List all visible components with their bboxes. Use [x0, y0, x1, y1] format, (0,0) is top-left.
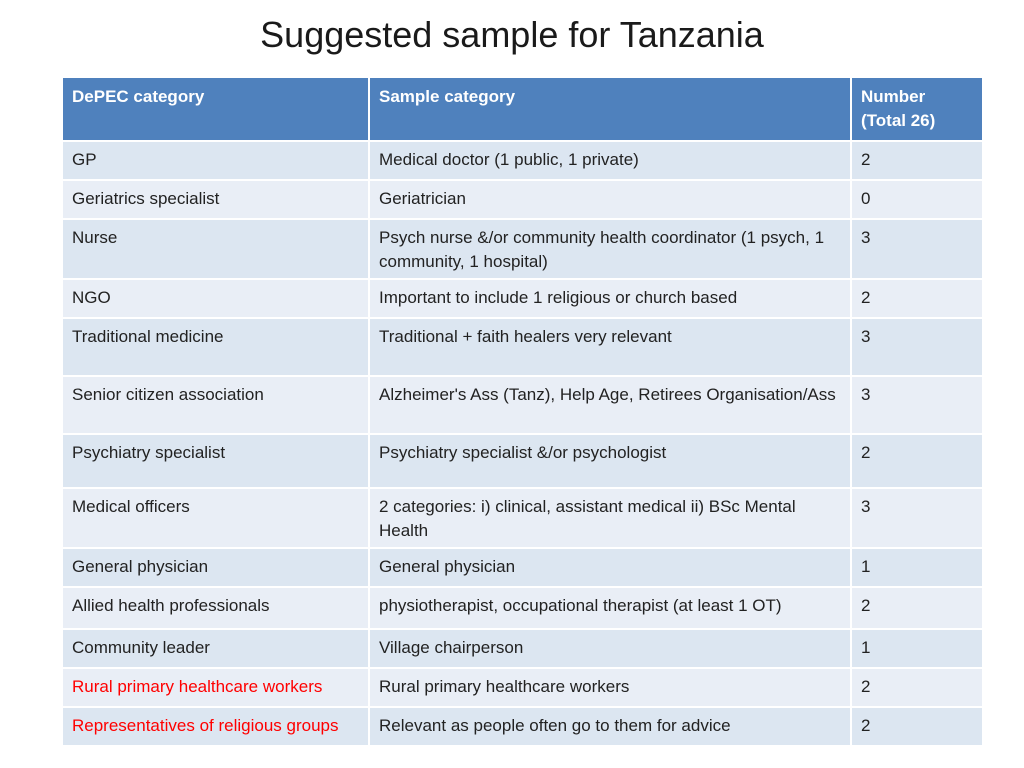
header-number: Number (Total 26): [850, 76, 984, 142]
slide-title: Suggested sample for Tanzania: [260, 14, 764, 55]
table-row: Representatives of religious groups Rele…: [61, 706, 984, 747]
header-number-line1: Number: [861, 87, 926, 106]
table-row: GP Medical doctor (1 public, 1 private) …: [61, 140, 984, 181]
number-cell: 2: [850, 667, 984, 708]
sample-category-cell: Medical doctor (1 public, 1 private): [368, 140, 852, 181]
number-cell: 3: [850, 487, 984, 549]
depec-category-cell: Senior citizen association: [61, 375, 370, 435]
depec-category-cell-highlighted: Representatives of religious groups: [61, 706, 370, 747]
depec-category-cell: Community leader: [61, 628, 370, 669]
depec-category-cell: Allied health professionals: [61, 586, 370, 630]
sample-category-cell: Psych nurse &/or community health coordi…: [368, 218, 852, 280]
sample-category-cell: Relevant as people often go to them for …: [368, 706, 852, 747]
number-cell: 2: [850, 586, 984, 630]
sample-table: DePEC category Sample category Number (T…: [61, 76, 984, 747]
number-cell: 1: [850, 547, 984, 588]
number-cell: 3: [850, 375, 984, 435]
sample-category-cell: 2 categories: i) clinical, assistant med…: [368, 487, 852, 549]
table-header-row: DePEC category Sample category Number (T…: [61, 76, 984, 142]
sample-category-cell: Traditional + faith healers very relevan…: [368, 317, 852, 377]
depec-category-cell: NGO: [61, 278, 370, 319]
table-row: Senior citizen association Alzheimer's A…: [61, 375, 984, 435]
number-cell: 2: [850, 433, 984, 489]
table-row: Psychiatry specialist Psychiatry special…: [61, 433, 984, 489]
number-cell: 2: [850, 278, 984, 319]
sample-category-cell: Important to include 1 religious or chur…: [368, 278, 852, 319]
table-row: Rural primary healthcare workers Rural p…: [61, 667, 984, 708]
sample-category-cell: General physician: [368, 547, 852, 588]
table-row: General physician General physician 1: [61, 547, 984, 588]
table-row: NGO Important to include 1 religious or …: [61, 278, 984, 319]
sample-category-cell: Geriatrician: [368, 179, 852, 220]
number-cell: 3: [850, 317, 984, 377]
depec-category-cell: Geriatrics specialist: [61, 179, 370, 220]
table-row: Nurse Psych nurse &/or community health …: [61, 218, 984, 280]
depec-category-cell: Psychiatry specialist: [61, 433, 370, 489]
header-sample-category: Sample category: [368, 76, 852, 142]
number-cell: 1: [850, 628, 984, 669]
number-cell: 3: [850, 218, 984, 280]
number-cell: 2: [850, 706, 984, 747]
table-row: Traditional medicine Traditional + faith…: [61, 317, 984, 377]
depec-category-cell: Traditional medicine: [61, 317, 370, 377]
header-depec-category: DePEC category: [61, 76, 370, 142]
sample-category-cell: physiotherapist, occupational therapist …: [368, 586, 852, 630]
table-row: Geriatrics specialist Geriatrician 0: [61, 179, 984, 220]
depec-category-cell-highlighted: Rural primary healthcare workers: [61, 667, 370, 708]
table-row: Community leader Village chairperson 1: [61, 628, 984, 669]
table-row: Medical officers 2 categories: i) clinic…: [61, 487, 984, 549]
number-cell: 2: [850, 140, 984, 181]
sample-category-cell: Alzheimer's Ass (Tanz), Help Age, Retire…: [368, 375, 852, 435]
depec-category-cell: General physician: [61, 547, 370, 588]
sample-category-cell: Psychiatry specialist &/or psychologist: [368, 433, 852, 489]
number-cell: 0: [850, 179, 984, 220]
depec-category-cell: GP: [61, 140, 370, 181]
sample-category-cell: Rural primary healthcare workers: [368, 667, 852, 708]
depec-category-cell: Nurse: [61, 218, 370, 280]
sample-category-cell: Village chairperson: [368, 628, 852, 669]
depec-category-cell: Medical officers: [61, 487, 370, 549]
header-number-line2: (Total 26): [861, 111, 936, 130]
table-row: Allied health professionals physiotherap…: [61, 586, 984, 630]
